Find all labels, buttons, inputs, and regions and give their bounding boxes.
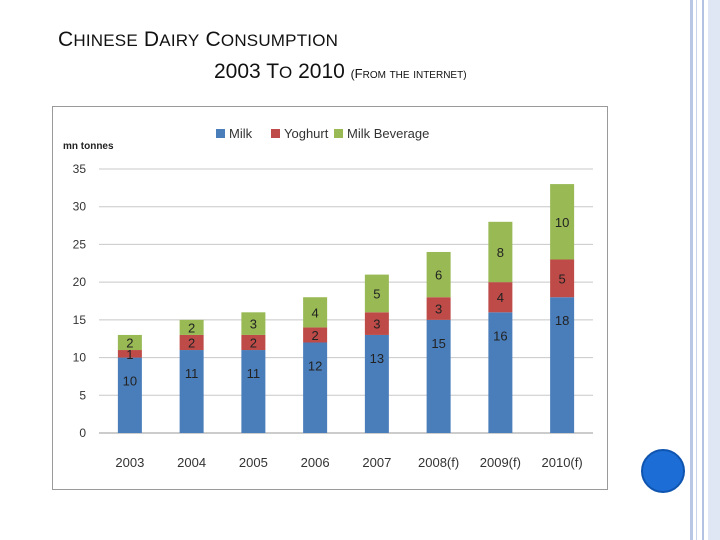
bar-segment [179,350,204,433]
x-tick-label: 2009(f) [480,455,521,470]
bar-segment [364,334,389,433]
data-label: 10 [123,374,137,389]
slide-border-stripe [702,0,704,540]
data-label: 11 [185,366,199,381]
slide-border-stripe [690,0,693,540]
x-tick-label: 2004 [177,455,206,470]
data-label: 4 [497,290,504,305]
data-label: 18 [555,313,569,328]
bar-segment [179,334,204,351]
y-tick-label: 20 [73,275,87,289]
bar-segment [179,319,204,335]
bar-segment [117,350,142,358]
decorative-circle [641,449,685,493]
legend-label: Yoghurt [284,126,329,141]
slide-border-stripe [708,0,720,540]
data-label: 6 [435,268,442,283]
data-label: 10 [555,215,569,230]
bar-segment [117,334,142,351]
y-tick-label: 25 [73,237,87,251]
chart-frame: 0 5 10 15 20 25 30 35 mn tonnes Milk Yoghurt Milk B… [52,106,608,490]
bar-segment [488,221,513,283]
slide-border-stripe [696,0,697,540]
y-axis-label: mn tonnes [63,141,114,152]
data-label: 8 [497,245,504,260]
slide-subtitle-years: 2003 TO 2010 [214,60,345,83]
slide-title: CHINESE DAIRY CONSUMPTION [58,28,339,51]
legend-label: Milk [229,126,253,141]
data-label: 15 [431,336,445,351]
y-tick-label: 35 [73,162,87,176]
legend-swatch [334,129,343,138]
data-label: 5 [559,271,566,286]
data-label: 3 [435,302,442,317]
data-label: 13 [370,351,384,366]
data-label: 3 [250,317,257,332]
y-tick-label: 30 [73,200,87,214]
slide-subtitle-source: (FROM THE INTERNET) [350,66,467,81]
data-label: 2 [188,335,195,350]
y-tick-label: 5 [79,388,86,402]
bar-segment [488,312,513,433]
bar-segment [550,297,575,433]
legend-swatch [216,129,225,138]
legend-label: Milk Beverage [347,126,429,141]
bar-segment [241,334,266,351]
legend-swatch [271,129,280,138]
bar-segment [117,357,142,433]
bar-segment [426,251,451,298]
x-tick-label: 2007 [362,455,391,470]
y-tick-label: 0 [79,426,86,440]
bar-segment [364,274,389,313]
data-label: 2 [188,320,195,335]
bar-segment [303,327,328,343]
bar-segment [241,350,266,433]
bar-segment [550,184,575,260]
bar-segment [241,312,266,335]
x-tick-label: 2006 [301,455,330,470]
x-tick-label: 2008(f) [418,455,459,470]
data-label: 12 [308,358,322,373]
data-label: 16 [493,328,507,343]
data-label: 5 [373,286,380,301]
bar-segment [364,312,389,335]
bar-segment [550,259,575,298]
data-label: 2 [250,335,257,350]
x-tick-label: 2010(f) [542,455,583,470]
bar-segment [488,282,513,313]
x-tick-label: 2003 [115,455,144,470]
data-label: 2 [126,335,133,350]
bar-segment [426,297,451,320]
bar-segment [303,297,328,328]
data-label: 3 [373,317,380,332]
data-label: 11 [247,366,261,381]
y-tick-label: 10 [73,351,87,365]
data-label: 2 [312,328,319,343]
slide-subtitle: 2003 TO 2010 (FROM THE INTERNET) [214,60,467,84]
bar-segment [303,342,328,433]
y-tick-label: 15 [73,313,87,327]
data-label: 4 [312,305,319,320]
data-label: 1 [126,347,133,362]
bar-segment [426,319,451,433]
x-tick-label: 2005 [239,455,268,470]
